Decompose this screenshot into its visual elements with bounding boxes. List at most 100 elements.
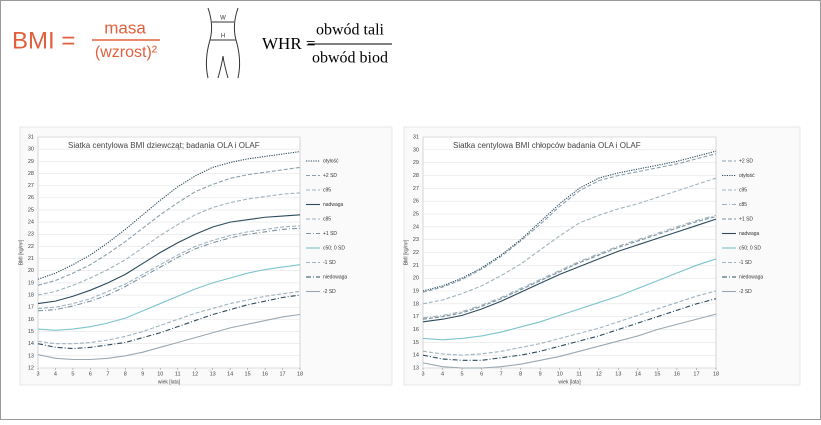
slide: BMI = masa (wzrost)² W H WHR = obwód tal… — [0, 0, 821, 420]
y-tick-label: 22 — [28, 244, 34, 250]
chart: 1213141516171819202122232425262728293031… — [18, 127, 392, 385]
y-tick-label: 15 — [28, 329, 34, 335]
y-tick-label: 17 — [413, 314, 419, 320]
x-tick-label: 7 — [500, 371, 503, 377]
x-tick-label: 10 — [557, 371, 563, 377]
y-tick-label: 24 — [28, 220, 34, 226]
legend-label: -1 SD — [323, 260, 336, 266]
legend-label: niedowaga — [323, 274, 347, 280]
x-tick-label: 8 — [124, 371, 127, 377]
x-tick-label: 17 — [693, 371, 699, 377]
y-tick-label: 15 — [413, 340, 419, 346]
legend-label: +2 SD — [323, 173, 337, 179]
y-tick-label: 22 — [413, 250, 419, 256]
y-tick-label: 23 — [413, 237, 419, 243]
x-tick-label: 5 — [461, 371, 464, 377]
legend-label: -2 SD — [323, 289, 336, 295]
y-tick-label: 24 — [413, 224, 419, 230]
y-tick-label: 29 — [413, 160, 419, 166]
x-tick-label: 16 — [674, 371, 680, 377]
y-tick-label: 26 — [413, 199, 419, 205]
x-tick-label: 6 — [480, 371, 483, 377]
x-tick-label: 16 — [262, 371, 268, 377]
y-tick-label: 20 — [28, 268, 34, 274]
whr-label: WHR = — [262, 34, 316, 53]
y-tick-label: 28 — [28, 171, 34, 177]
legend-label: c95 — [739, 187, 747, 193]
x-tick-label: 14 — [227, 371, 233, 377]
legend-label: nadwaga — [739, 231, 760, 237]
x-tick-label: 11 — [576, 371, 582, 377]
x-tick-label: 14 — [635, 371, 641, 377]
x-tick-label: 9 — [539, 371, 542, 377]
y-tick-label: 29 — [28, 159, 34, 165]
x-axis-label: wiek [lata] — [158, 379, 181, 385]
y-tick-label: 27 — [413, 186, 419, 192]
y-tick-label: 31 — [413, 134, 419, 140]
y-tick-label: 16 — [413, 327, 419, 333]
svg-text:W: W — [220, 16, 226, 22]
y-tick-label: 31 — [28, 134, 34, 140]
y-tick-label: 25 — [413, 211, 419, 217]
x-tick-label: 5 — [71, 371, 74, 377]
x-tick-label: 4 — [54, 371, 57, 377]
y-tick-label: 18 — [28, 293, 34, 299]
legend-label: niedowaga — [739, 274, 763, 280]
x-tick-label: 18 — [713, 371, 719, 377]
x-axis-label: wiek [lata] — [558, 379, 581, 385]
x-tick-label: 11 — [175, 371, 181, 377]
x-tick-label: 10 — [157, 371, 163, 377]
x-tick-label: 15 — [245, 371, 251, 377]
y-tick-label: 13 — [413, 365, 419, 371]
chart-title: Siatka centylowa BMI dziewcząt; badania … — [68, 141, 260, 150]
legend-label: otyłość — [323, 158, 339, 164]
svg-text:H: H — [221, 34, 225, 40]
y-tick-label: 25 — [28, 207, 34, 213]
x-tick-label: 3 — [421, 371, 424, 377]
x-tick-label: 15 — [654, 371, 660, 377]
whr-denominator: obwód biod — [312, 50, 388, 67]
y-tick-label: 20 — [413, 276, 419, 282]
y-tick-label: 14 — [28, 341, 34, 347]
x-tick-label: 13 — [210, 371, 216, 377]
y-tick-label: 28 — [413, 173, 419, 179]
legend-label: nadwaga — [323, 202, 344, 208]
x-tick-label: 7 — [106, 371, 109, 377]
whr-numerator: obwód tali — [316, 22, 385, 39]
plot-area — [38, 137, 300, 368]
legend-label: otyłość — [739, 173, 755, 179]
y-tick-label: 21 — [28, 256, 34, 262]
legend-label: c85 — [323, 216, 331, 222]
legend-label: c50; 0 SD — [739, 245, 761, 251]
y-tick-label: 18 — [413, 301, 419, 307]
y-tick-label: 23 — [28, 232, 34, 238]
legend-label: c85 — [739, 202, 747, 208]
legend-label: +1 SD — [323, 231, 337, 237]
y-axis-label: BMI [kg/m²] — [18, 239, 24, 265]
bmi-numerator: masa — [104, 18, 146, 37]
bmi-denominator: (wzrost)² — [95, 44, 158, 61]
chart: 1314151617181920212223242526272829303134… — [403, 127, 800, 385]
y-axis-label: BMI [kg/m²] — [403, 239, 409, 265]
x-tick-label: 18 — [297, 371, 303, 377]
y-tick-label: 26 — [28, 195, 34, 201]
legend-label: c50; 0 SD — [323, 245, 345, 251]
x-tick-label: 12 — [192, 371, 198, 377]
legend-label: +2 SD — [739, 158, 753, 164]
legend-label: +1 SD — [739, 216, 753, 222]
x-tick-label: 6 — [89, 371, 92, 377]
x-tick-label: 12 — [596, 371, 602, 377]
y-tick-label: 30 — [28, 147, 34, 153]
y-tick-label: 30 — [413, 147, 419, 153]
x-tick-label: 4 — [441, 371, 444, 377]
x-tick-label: 3 — [36, 371, 39, 377]
y-tick-label: 16 — [28, 317, 34, 323]
x-tick-label: 9 — [141, 371, 144, 377]
y-tick-label: 19 — [413, 288, 419, 294]
legend-label: c95 — [323, 187, 331, 193]
chart-title: Siatka centylowa BMI chłopców badania OL… — [453, 141, 641, 150]
y-tick-label: 19 — [28, 280, 34, 286]
y-tick-label: 12 — [28, 365, 34, 371]
x-tick-label: 13 — [615, 371, 621, 377]
y-tick-label: 17 — [28, 305, 34, 311]
